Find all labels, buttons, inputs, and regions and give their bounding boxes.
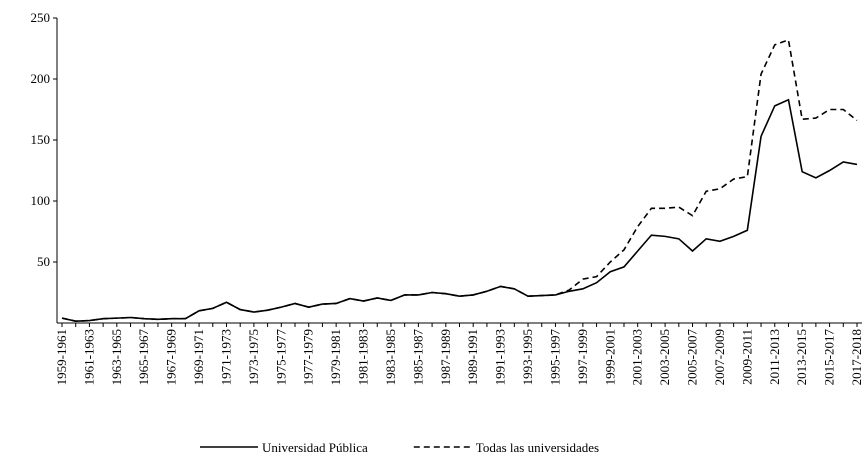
- x-tick-label: 1963-1965: [109, 329, 124, 385]
- x-tick-label: 1991-1993: [493, 329, 508, 385]
- x-tick-label: 2015-2017: [822, 329, 837, 386]
- x-tick-label: 1985-1987: [410, 329, 425, 386]
- x-tick-label: 1959-1961: [54, 329, 69, 385]
- x-tick-label: 2009-2011: [739, 329, 754, 385]
- x-tick-label: 1987-1989: [438, 329, 453, 385]
- x-tick-label: 1969-1971: [191, 329, 206, 385]
- legend-label: Universidad Pública: [262, 440, 368, 455]
- x-tick-label: 2013-2015: [794, 329, 809, 385]
- y-tick-label: 250: [31, 10, 51, 25]
- y-tick-label: 50: [37, 254, 50, 269]
- x-tick-label: 1979-1981: [328, 329, 343, 385]
- y-tick-label: 200: [31, 71, 51, 86]
- x-tick-label: 2003-2005: [657, 329, 672, 385]
- legend-label: Todas las universidades: [476, 440, 599, 455]
- x-tick-label: 2011-2013: [767, 329, 782, 385]
- x-tick-label: 1973-1975: [246, 329, 261, 385]
- x-tick-label: 1995-1997: [547, 329, 562, 386]
- x-tick-label: 1965-1967: [136, 329, 151, 386]
- x-tick-label: 1997-1999: [575, 329, 590, 385]
- y-tick-label: 150: [31, 132, 51, 147]
- x-tick-label: 1981-1983: [356, 329, 371, 385]
- x-tick-label: 1999-2001: [602, 329, 617, 385]
- x-tick-label: 1993-1995: [520, 329, 535, 385]
- x-tick-label: 2007-2009: [712, 329, 727, 385]
- line-series: [61, 98, 858, 322]
- x-tick-label: 1961-1963: [81, 329, 96, 385]
- x-tick-label: 2005-2007: [685, 329, 700, 386]
- x-tick-label: 2017-2018: [849, 329, 864, 385]
- x-tick-label: 1977-1979: [301, 329, 316, 385]
- y-tick-label: 100: [31, 193, 51, 208]
- line-series: [61, 38, 858, 322]
- x-tick-label: 1983-1985: [383, 329, 398, 385]
- x-tick-label: 1989-1991: [465, 329, 480, 385]
- x-tick-label: 1971-1973: [218, 329, 233, 385]
- x-tick-label: 1975-1977: [273, 329, 288, 386]
- x-tick-label: 1967-1969: [164, 329, 179, 385]
- x-tick-label: 2001-2003: [630, 329, 645, 385]
